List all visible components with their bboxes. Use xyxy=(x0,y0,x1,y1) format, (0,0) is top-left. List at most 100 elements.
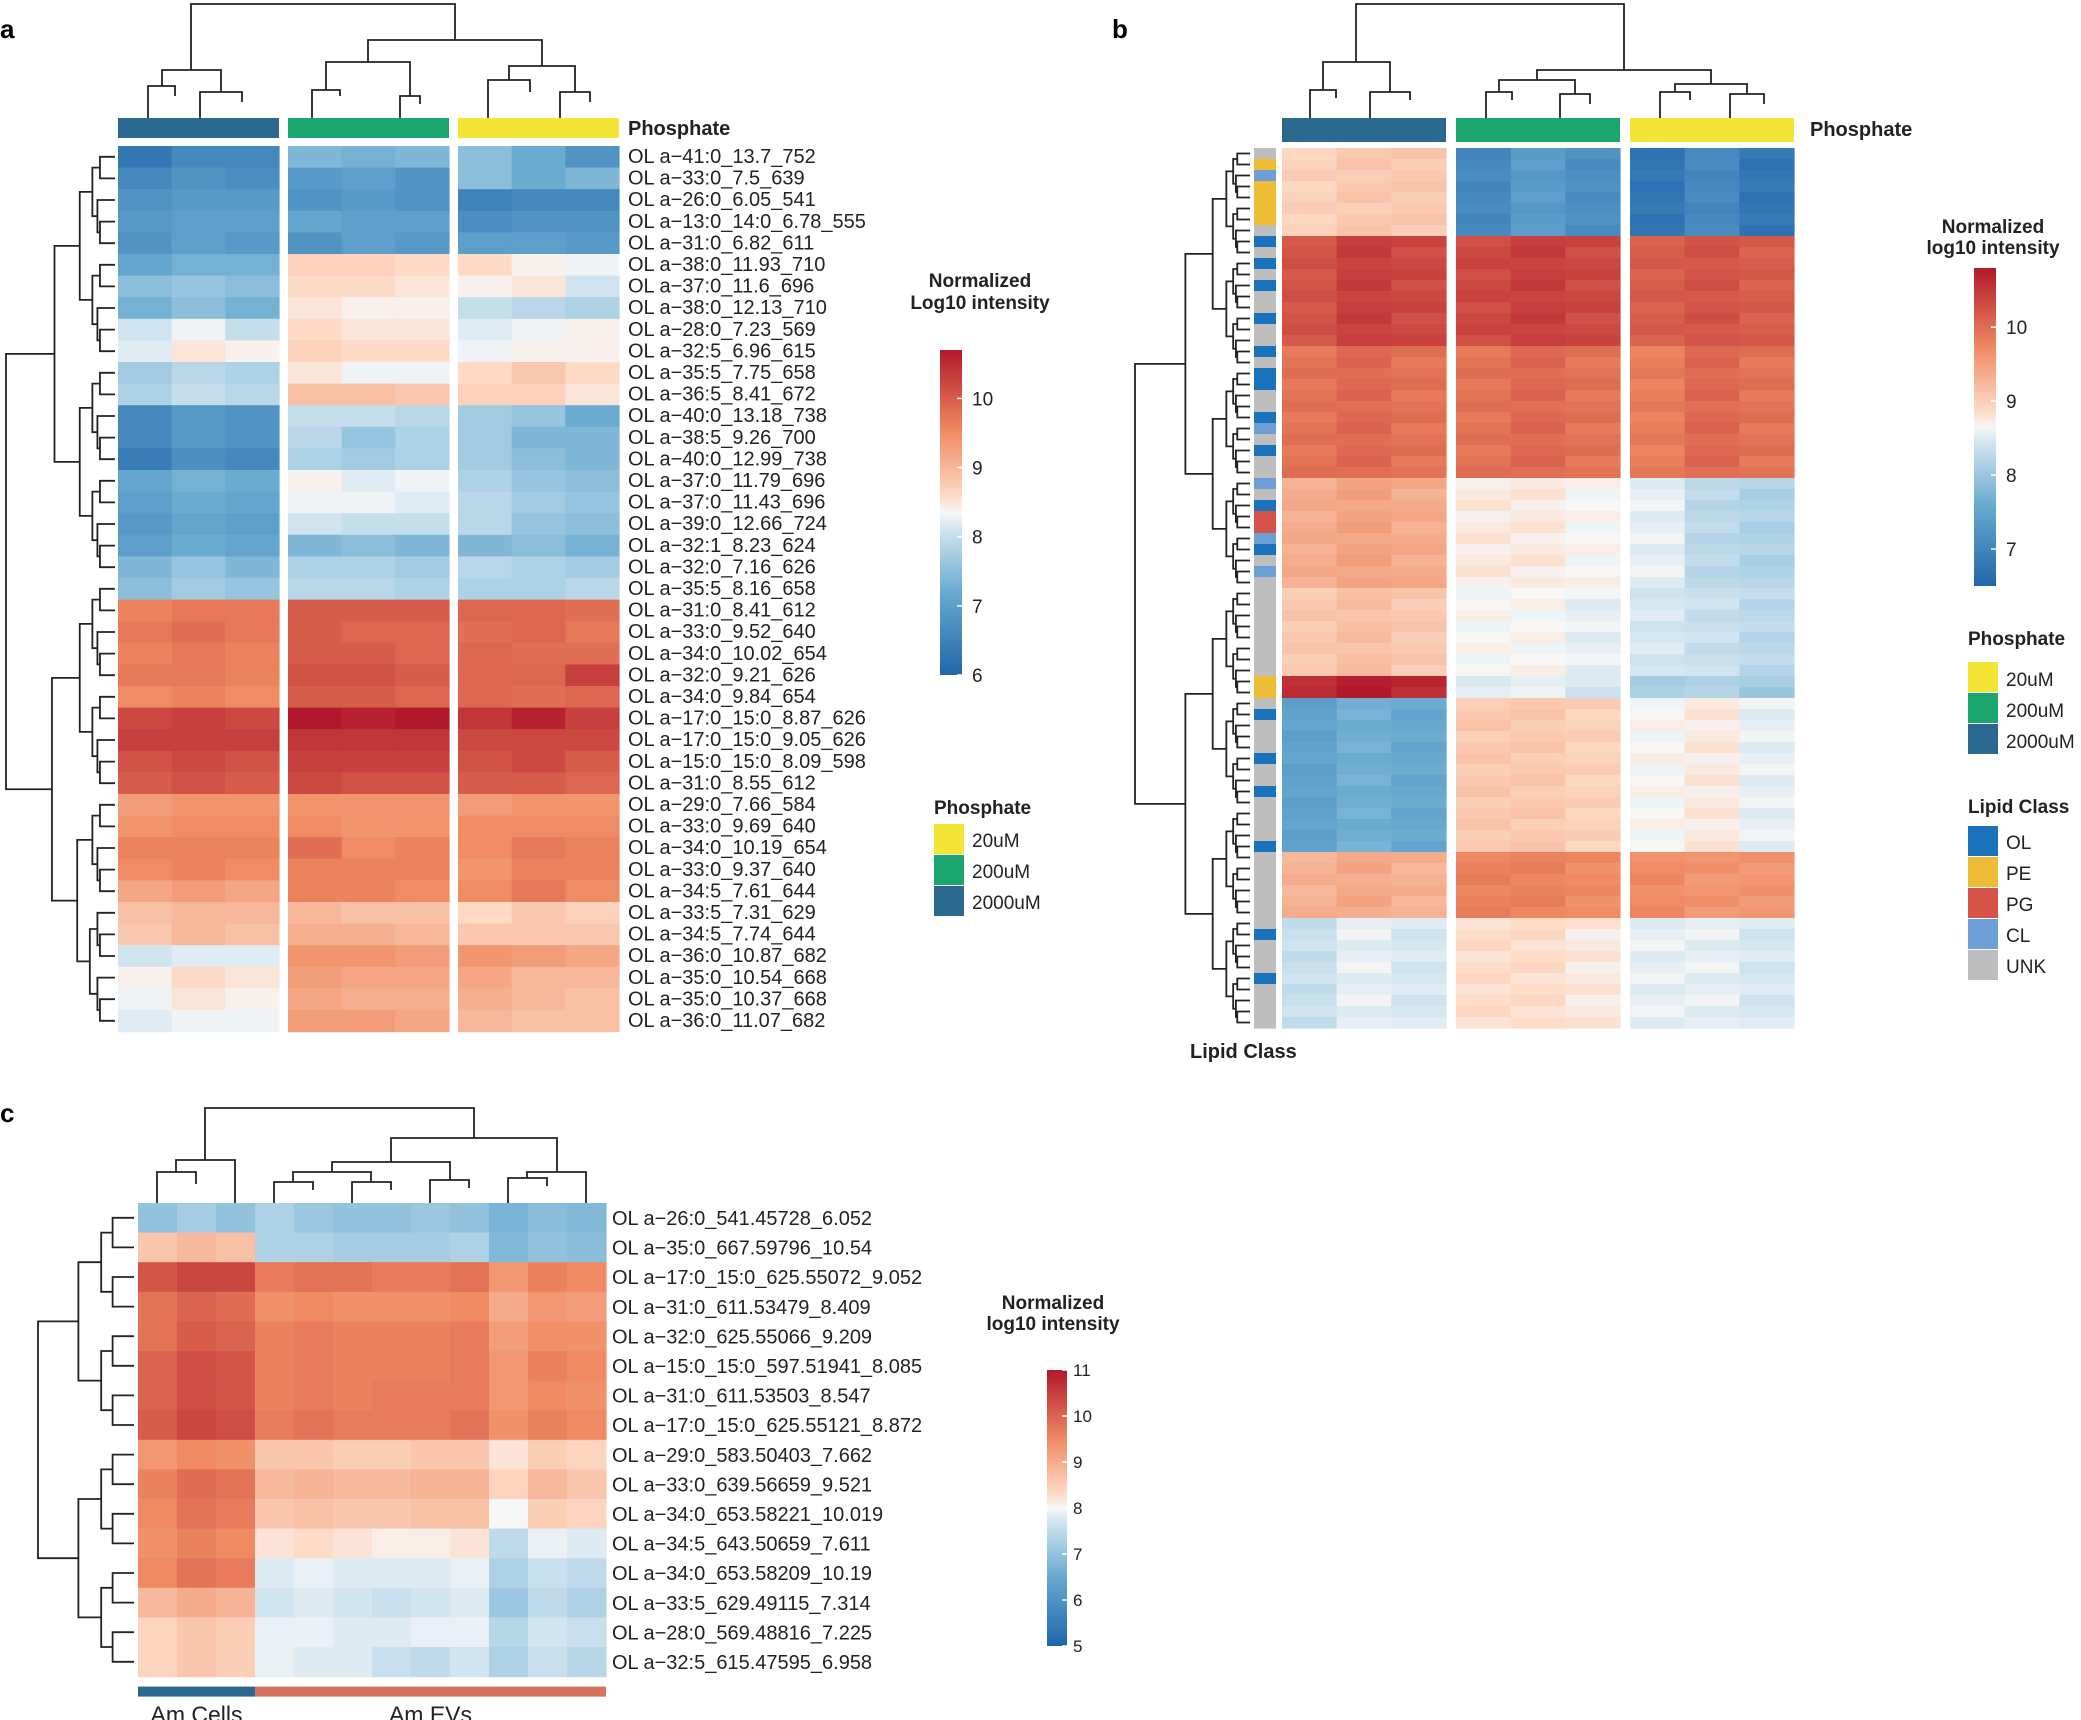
heatmap-cell xyxy=(1391,368,1447,380)
heatmap-cell xyxy=(528,1647,568,1678)
heatmap-cell xyxy=(177,1203,217,1234)
heatmap-cell xyxy=(1565,830,1621,842)
heatmap-cell xyxy=(395,146,450,169)
heatmap-cell xyxy=(118,146,173,169)
heatmap-cell xyxy=(395,383,450,406)
heatmap-cell xyxy=(565,513,620,536)
heatmap-cell xyxy=(395,794,450,817)
heatmap-cell xyxy=(511,966,566,989)
heatmap-cell xyxy=(511,318,566,341)
heatmap-cell xyxy=(1565,489,1621,501)
heatmap-cell xyxy=(1510,632,1566,644)
heatmap-cell xyxy=(458,902,513,925)
heatmap-cell xyxy=(1684,709,1740,721)
heatmap-cell xyxy=(1684,742,1740,754)
heatmap-cell xyxy=(511,858,566,881)
row-dendrogram xyxy=(51,677,80,902)
heatmap-cell xyxy=(1391,170,1447,182)
heatmap-cell xyxy=(1565,148,1621,160)
heatmap-cell xyxy=(1630,236,1686,248)
heatmap-cell xyxy=(1684,797,1740,809)
heatmap-cell xyxy=(1565,269,1621,281)
heatmap-cell xyxy=(138,1203,178,1234)
heatmap-cell xyxy=(1456,522,1512,534)
heatmap-cell xyxy=(565,448,620,471)
heatmap-cell xyxy=(288,448,343,471)
heatmap-cell xyxy=(511,923,566,946)
heatmap-cell xyxy=(341,966,396,989)
heatmap-cell xyxy=(294,1469,334,1500)
row-dendrogram xyxy=(99,803,115,828)
heatmap-cell xyxy=(1391,302,1447,314)
heatmap-cell xyxy=(1282,467,1338,479)
heatmap-cell xyxy=(1565,368,1621,380)
heatmap-cell xyxy=(1739,654,1795,666)
heatmap-cell xyxy=(341,794,396,817)
heatmap-cell xyxy=(395,686,450,709)
row-dendrogram xyxy=(1134,362,1186,805)
heatmap-cell xyxy=(489,1321,529,1352)
row-dendrogram xyxy=(91,814,100,866)
legend-label: UNK xyxy=(2006,957,2046,978)
heatmap-cell xyxy=(216,1647,256,1678)
heatmap-cell xyxy=(395,966,450,989)
heatmap-cell xyxy=(1510,489,1566,501)
heatmap-cell xyxy=(177,1291,217,1322)
heatmap-cell xyxy=(1630,764,1686,776)
heatmap-cell xyxy=(1391,676,1447,688)
heatmap-cell xyxy=(458,729,513,752)
heatmap-cell xyxy=(565,318,620,341)
row-dendrogram xyxy=(111,1631,134,1663)
heatmap-cell xyxy=(1391,335,1447,347)
heatmap-cell xyxy=(118,858,173,881)
heatmap-cell xyxy=(1684,302,1740,314)
heatmap-cell xyxy=(1282,841,1338,853)
row-label: OL a−17:0_15:0_9.05_626 xyxy=(628,729,866,751)
heatmap-cell xyxy=(333,1232,373,1263)
heatmap-cell xyxy=(177,1617,217,1648)
lipid-class-annotation xyxy=(1254,962,1276,974)
heatmap-cell xyxy=(1739,973,1795,985)
lipid-class-annotation xyxy=(1254,236,1276,248)
heatmap-cell xyxy=(1684,346,1740,358)
heatmap-cell xyxy=(411,1528,451,1559)
heatmap-cell xyxy=(341,318,396,341)
heatmap-cell xyxy=(1684,577,1740,589)
heatmap-cell xyxy=(1336,456,1392,468)
heatmap-cell xyxy=(395,254,450,277)
heatmap-cell xyxy=(1456,731,1512,743)
heatmap-cell xyxy=(341,988,396,1011)
heatmap-cell xyxy=(171,815,226,838)
heatmap-cell xyxy=(1391,467,1447,479)
heatmap-cell xyxy=(341,167,396,190)
heatmap-cell xyxy=(565,858,620,881)
heatmap-cell xyxy=(511,362,566,385)
heatmap-cell xyxy=(1456,610,1512,622)
heatmap-cell xyxy=(1684,929,1740,941)
heatmap-cell xyxy=(1336,170,1392,182)
heatmap-cell xyxy=(511,405,566,428)
heatmap-cell xyxy=(1565,698,1621,710)
heatmap-cell xyxy=(1739,170,1795,182)
heatmap-cell xyxy=(171,988,226,1011)
heatmap-cell xyxy=(489,1528,529,1559)
heatmap-cell xyxy=(1565,1017,1621,1029)
heatmap-cell xyxy=(1565,819,1621,831)
legend-label: 2000uM xyxy=(972,893,1041,914)
heatmap-cell xyxy=(1510,258,1566,270)
heatmap-cell xyxy=(565,167,620,190)
heatmap-cell xyxy=(1456,885,1512,897)
heatmap-cell xyxy=(288,794,343,817)
heatmap-cell xyxy=(255,1410,295,1441)
heatmap-cell xyxy=(225,988,280,1011)
heatmap-cell xyxy=(1565,170,1621,182)
heatmap-cell xyxy=(333,1469,373,1500)
lipid-class-annotation xyxy=(1254,720,1276,732)
heatmap-cell xyxy=(528,1291,568,1322)
row-label: OL a−31:0_611.53479_8.409 xyxy=(612,1297,871,1319)
row-dendrogram xyxy=(1236,317,1250,331)
heatmap-cell xyxy=(511,491,566,514)
lipid-class-annotation xyxy=(1254,478,1276,490)
heatmap-cell xyxy=(458,534,513,557)
heatmap-cell xyxy=(225,383,280,406)
